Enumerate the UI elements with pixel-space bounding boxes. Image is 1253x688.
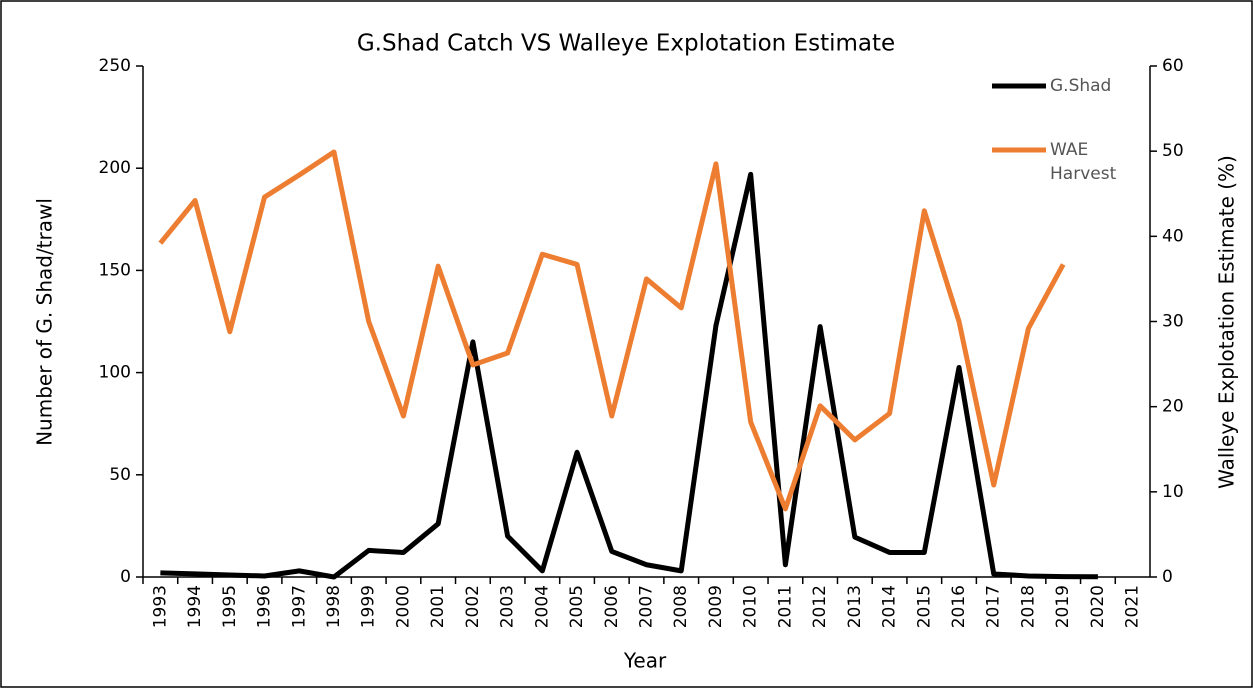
x-tick-label: 2008 (671, 585, 691, 628)
x-tick-label: 2009 (706, 585, 726, 628)
x-tick-label: 1993 (150, 585, 170, 628)
x-tick-label: 2005 (567, 585, 587, 628)
y-tick-label: 100 (99, 363, 131, 383)
x-tick-label: 2013 (845, 585, 865, 628)
x-tick-label: 2006 (602, 585, 622, 628)
series-line (158, 149, 1066, 512)
x-tick-label: 2016 (949, 585, 969, 628)
y-axis-title: Number of G. Shad/trawl (33, 198, 57, 446)
y-tick-label: 250 (99, 56, 131, 76)
y2-tick-label: 10 (1162, 482, 1184, 502)
x-tick-label: 2020 (1088, 585, 1108, 628)
x-tick-label: 2014 (880, 585, 900, 628)
x-tick-label: 1997 (289, 585, 309, 628)
x-tick-label: 1998 (324, 585, 344, 628)
x-tick-label: 2018 (1018, 585, 1038, 628)
y-tick-label: 200 (99, 158, 131, 178)
y2-axis-title: Walleye Explotation Estimate (%) (1215, 155, 1239, 489)
y-tick-label: 0 (120, 567, 131, 587)
x-tick-label: 2002 (463, 585, 483, 628)
x-tick-label: 2012 (810, 585, 830, 628)
x-tick-label: 1996 (255, 585, 275, 628)
series-line (160, 171, 1098, 580)
x-tick-label: 2011 (775, 585, 795, 628)
x-tick-label: 2015 (914, 585, 934, 628)
legend-label: G.Shad (1050, 76, 1111, 96)
x-tick-label: 2010 (741, 585, 761, 628)
x-axis-title: Year (623, 649, 667, 673)
x-tick-label: 2007 (637, 585, 657, 628)
x-tick-label: 2021 (1123, 585, 1143, 628)
y2-tick-label: 30 (1162, 312, 1184, 332)
y2-tick-label: 40 (1162, 226, 1184, 246)
x-tick-label: 2000 (393, 585, 413, 628)
x-tick-label: 2003 (498, 585, 518, 628)
legend-label: WAE Harvest (1050, 140, 1117, 184)
x-tick-label: 2019 (1053, 585, 1073, 628)
x-tick-label: 1995 (220, 585, 240, 628)
x-tick-label: 2004 (532, 585, 552, 628)
y2-tick-label: 50 (1162, 141, 1184, 161)
y2-tick-label: 20 (1162, 397, 1184, 417)
x-tick-label: 2001 (428, 585, 448, 628)
y2-tick-label: 0 (1162, 567, 1173, 587)
x-tick-label: 1994 (185, 585, 205, 628)
x-tick-label: 1999 (359, 585, 379, 628)
chart-title: G.Shad Catch VS Walleye Explotation Esti… (357, 31, 895, 57)
x-tick-label: 2017 (984, 585, 1004, 628)
y-tick-label: 50 (109, 465, 131, 485)
y2-tick-label: 60 (1162, 56, 1184, 76)
y-tick-label: 150 (99, 260, 131, 280)
